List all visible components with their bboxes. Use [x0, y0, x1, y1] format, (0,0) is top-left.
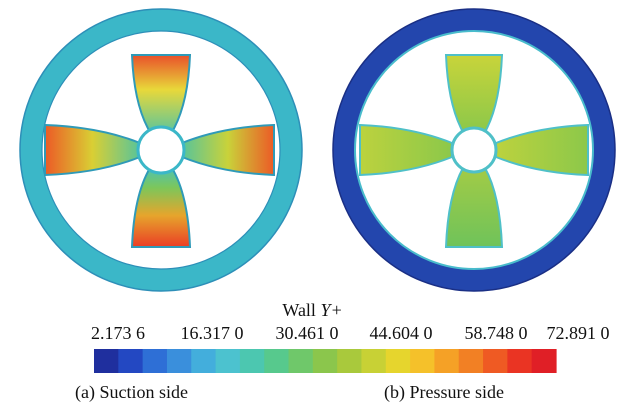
- colorbar-swatch: [94, 349, 119, 373]
- suction-outer-ring: [20, 9, 302, 291]
- suction-blade-left: [44, 123, 141, 177]
- suction-hub: [136, 125, 186, 175]
- pressure-blade-bottom: [444, 167, 504, 248]
- caption-pressure-side: (b) Pressure side: [384, 382, 504, 402]
- caption-suction-side: (a) Suction side: [75, 382, 188, 402]
- suction-side-wheel: [19, 8, 303, 292]
- pressure-ring-edge-inner: [354, 30, 594, 270]
- suction-ring-edge-inner: [41, 30, 281, 270]
- legend-title: Wall Y+: [0, 300, 625, 321]
- pressure-outer-ring: [333, 9, 615, 291]
- pressure-ring-edge-outer: [332, 8, 616, 292]
- colorbar-swatch: [142, 349, 168, 373]
- colorbar-swatch: [118, 349, 144, 373]
- pressure-hub: [450, 126, 498, 174]
- suction-blade-right: [181, 123, 275, 177]
- legend-title-text: Wall: [282, 300, 321, 320]
- colorbar-swatch: [434, 349, 460, 373]
- legend-tick: 16.317 0: [180, 323, 244, 343]
- colorbar-swatch: [312, 349, 338, 373]
- colorbar-swatch: [410, 349, 436, 373]
- colorbar-swatch: [166, 349, 192, 373]
- colorbar-swatch: [239, 349, 265, 373]
- pressure-side-wheel: [332, 8, 616, 292]
- suction-blade-top: [130, 54, 192, 133]
- legend-tick: 2.173 6: [91, 323, 145, 343]
- colorbar-swatch: [361, 349, 387, 373]
- colorbar-swatch: [507, 349, 533, 373]
- colorbar-swatch: [215, 349, 241, 373]
- pressure-blade-left: [359, 123, 453, 177]
- pressure-blade-right: [495, 123, 589, 177]
- suction-blade-bottom: [130, 167, 192, 248]
- colorbar: [94, 349, 557, 373]
- colorbar-swatch: [385, 349, 411, 373]
- colorbar-swatch: [264, 349, 290, 373]
- legend-tick: 44.604 0: [369, 323, 433, 343]
- legend-tick: 30.461 0: [275, 323, 339, 343]
- legend-tick: 72.891 0: [546, 323, 610, 343]
- colorbar-swatch: [191, 349, 217, 373]
- legend-ticks: 2.173 6 16.317 0 30.461 0 44.604 0 58.74…: [0, 323, 625, 345]
- legend-title-variable: Y+: [320, 300, 343, 320]
- colorbar-swatch: [483, 349, 508, 373]
- pressure-blade-top: [444, 54, 504, 133]
- legend-tick: 58.748 0: [464, 323, 528, 343]
- colorbar-swatch: [458, 349, 484, 373]
- colorbar-swatch: [337, 349, 363, 373]
- suction-ring-edge-outer: [19, 8, 303, 292]
- colorbar-swatch: [288, 349, 314, 373]
- colorbar-swatch: [531, 349, 557, 373]
